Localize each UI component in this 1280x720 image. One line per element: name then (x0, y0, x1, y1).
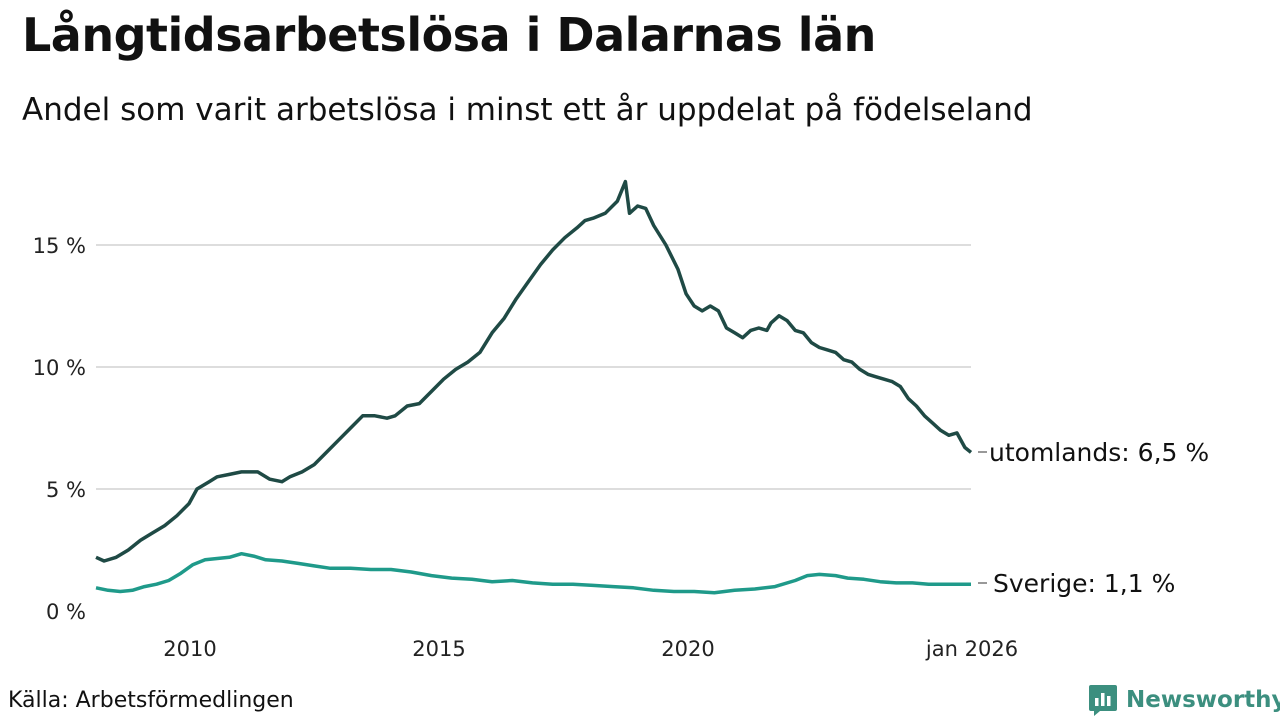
y-axis-ticks: 0 % 5 % 10 % 15 % (33, 234, 86, 624)
newsworthy-icon (1089, 685, 1117, 716)
gridlines (96, 244, 971, 490)
x-axis-ticks: 2010 2015 2020 jan 2026 (163, 637, 1018, 661)
series-line-sverige (95, 551, 971, 595)
series-end-label-sverige: Sverige: 1,1 % (993, 569, 1175, 598)
x-tick-label: 2020 (661, 637, 714, 661)
chart-title: Långtidsarbetslösa i Dalarnas län (22, 8, 876, 62)
series-end-label-utomlands: utomlands: 6,5 % (989, 438, 1209, 467)
source-note: Källa: Arbetsförmedlingen (8, 688, 294, 713)
brand-logo: Newsworthy (1088, 683, 1280, 717)
y-tick-label: 10 % (33, 356, 86, 380)
y-tick-label: 5 % (46, 478, 86, 502)
series-lines (95, 179, 973, 595)
y-tick-label: 0 % (46, 600, 86, 624)
x-tick-label: 2010 (163, 637, 216, 661)
brand-name: Newsworthy (1126, 687, 1280, 713)
series-line-utomlands (95, 179, 973, 563)
series-end-labels: utomlands: 6,5 % Sverige: 1,1 % (978, 438, 1209, 598)
y-tick-label: 15 % (33, 234, 86, 258)
chart-subtitle: Andel som varit arbetslösa i minst ett å… (22, 92, 1033, 128)
x-tick-label: jan 2026 (925, 637, 1018, 661)
x-tick-label: 2015 (412, 637, 465, 661)
